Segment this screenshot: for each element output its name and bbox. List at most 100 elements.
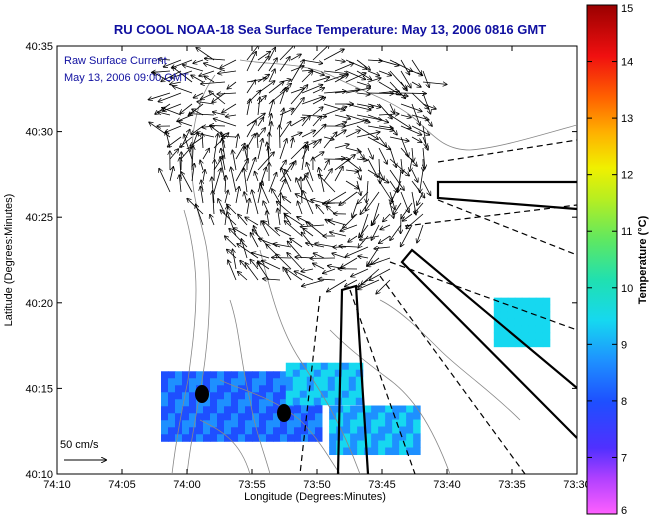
sst-pixel	[392, 419, 400, 428]
sst-pixel	[231, 392, 239, 400]
current-vector	[220, 59, 237, 68]
current-vector	[356, 59, 370, 70]
current-vector	[356, 93, 370, 94]
sst-pixel	[378, 405, 386, 414]
sst-pixel	[301, 420, 309, 428]
sst-pixel	[308, 420, 316, 428]
current-vector	[356, 147, 364, 159]
current-vector	[345, 59, 366, 69]
sst-pixel	[535, 318, 544, 327]
current-vector	[255, 172, 259, 182]
current-vector	[301, 59, 322, 63]
land-contour-4	[259, 249, 361, 474]
current-vector	[287, 253, 303, 270]
sst-pixel	[355, 376, 364, 385]
sst-pixel	[343, 426, 351, 435]
current-vector	[412, 147, 413, 162]
sst-pixel	[514, 325, 523, 334]
sst-pixel	[348, 397, 357, 406]
sst-pixel	[252, 406, 260, 414]
sst-pixel	[168, 378, 176, 386]
sst-pixel	[528, 325, 537, 334]
current-vector	[312, 88, 324, 94]
sst-pixel	[350, 405, 358, 414]
sst-pixel	[385, 440, 393, 449]
current-vector	[356, 103, 373, 107]
sst-pixel	[528, 339, 537, 348]
sst-pixel	[196, 371, 204, 379]
current-vector	[323, 169, 332, 182]
sst-pixel	[217, 427, 225, 435]
current-vector	[298, 201, 303, 215]
sst-pixel	[182, 392, 190, 400]
current-vector	[345, 130, 360, 138]
colorbar-label: Temperature (°C)	[637, 215, 649, 304]
sector-line-6	[379, 275, 526, 474]
sst-pixel	[521, 297, 530, 306]
sst-pixel	[280, 399, 288, 407]
sst-pixel	[301, 434, 309, 442]
current-vector	[367, 93, 393, 94]
current-vector	[389, 59, 412, 71]
sst-pixel	[507, 304, 516, 313]
current-vector	[165, 125, 182, 132]
sst-pixel	[245, 378, 253, 386]
sst-pixel	[327, 369, 336, 378]
sst-pixel	[252, 371, 260, 379]
sst-pixel	[245, 406, 253, 414]
sst-pixel	[189, 420, 197, 428]
sst-pixel	[217, 420, 225, 428]
y-tick-label: 40:25	[25, 212, 53, 224]
sst-pixel	[299, 383, 308, 392]
sst-pixel	[364, 405, 372, 414]
sst-pixel	[224, 434, 232, 442]
sst-pixel	[542, 304, 551, 313]
sst-pixel	[196, 427, 204, 435]
sst-pixel	[327, 390, 336, 399]
current-vector	[312, 139, 321, 149]
current-vector	[400, 59, 409, 75]
sst-pixel	[266, 434, 274, 442]
sst-pixel	[528, 318, 537, 327]
current-vector	[323, 107, 347, 116]
current-vector	[202, 133, 203, 149]
sst-pixel	[371, 419, 379, 428]
sst-pixel	[217, 371, 225, 379]
current-vector	[334, 63, 353, 72]
sst-pixel	[224, 378, 232, 386]
current-vector	[378, 59, 399, 66]
sst-pixel	[327, 376, 336, 385]
sst-pixel	[521, 304, 530, 313]
current-vector	[290, 161, 296, 171]
current-vector	[378, 114, 399, 115]
current-vector	[194, 92, 204, 98]
current-vector	[411, 125, 429, 135]
sst-pixel	[528, 311, 537, 320]
current-vector	[250, 233, 259, 248]
sst-pixel	[168, 406, 176, 414]
current-vector	[233, 249, 237, 270]
sst-pixel	[175, 371, 183, 379]
sst-pixel	[371, 412, 379, 421]
sst-pixel	[245, 371, 253, 379]
sst-pixel	[266, 371, 274, 379]
x-tick-label: 74:00	[173, 479, 201, 491]
sst-pixel	[385, 447, 393, 456]
sst-pixel	[280, 420, 288, 428]
current-vector	[214, 119, 237, 127]
sst-pixel	[231, 371, 239, 379]
sst-pixel	[182, 413, 190, 421]
sst-pixel	[500, 332, 509, 341]
sst-pixel	[306, 369, 315, 378]
sst-pixel	[528, 297, 537, 306]
current-vector	[290, 66, 304, 72]
x-tick-label: 74:05	[108, 479, 136, 491]
sst-pixel	[341, 369, 350, 378]
current-vector	[356, 132, 380, 138]
sst-pixel	[514, 304, 523, 313]
sst-pixel	[334, 369, 343, 378]
sst-pixel	[507, 318, 516, 327]
sst-pixel	[259, 399, 267, 407]
current-vector	[277, 202, 292, 215]
sst-pixel	[224, 371, 232, 379]
